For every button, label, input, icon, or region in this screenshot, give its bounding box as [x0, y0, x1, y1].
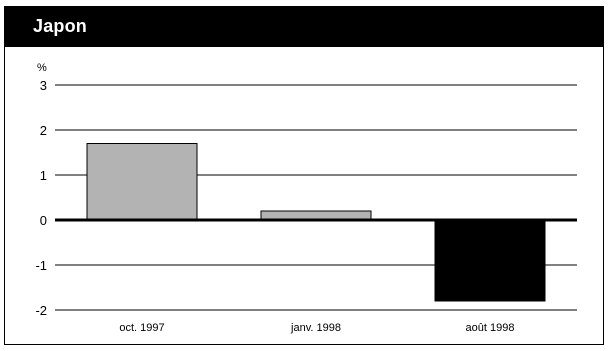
x-category-labels: oct. 1997 janv. 1998 août 1998 — [119, 322, 514, 334]
x-category-label: oct. 1997 — [119, 322, 164, 334]
title-bar: Japon — [5, 7, 603, 47]
y-tick-label: -1 — [35, 258, 47, 273]
y-tick-label: 3 — [40, 78, 47, 93]
y-tick-label: 1 — [40, 168, 47, 183]
bar — [434, 219, 546, 302]
bars — [86, 143, 546, 302]
y-axis-unit: % — [37, 62, 47, 74]
y-tick-labels: 3 2 1 0 -1 -2 — [35, 78, 47, 318]
y-tick-label: 0 — [40, 213, 47, 228]
y-tick-label: -2 — [35, 303, 47, 318]
bar — [86, 143, 198, 221]
x-category-label: janv. 1998 — [290, 322, 341, 334]
y-tick-label: 2 — [40, 123, 47, 138]
chart-title: Japon — [33, 16, 88, 36]
x-category-label: août 1998 — [466, 322, 515, 334]
